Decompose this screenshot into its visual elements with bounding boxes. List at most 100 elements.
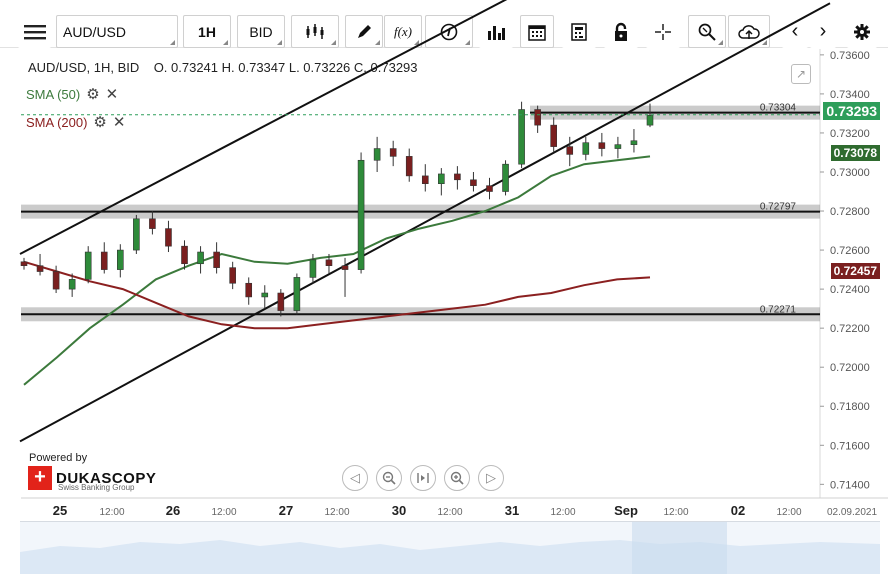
y-tick-label: 0.72600 (830, 245, 870, 257)
candle-body (100, 251, 108, 270)
crosshair-button[interactable] (646, 15, 680, 48)
candle-body (20, 261, 28, 266)
zoom-out-icon (382, 471, 396, 485)
y-tick-label: 0.73000 (830, 167, 870, 179)
settings-button[interactable] (847, 15, 877, 48)
upload-button[interactable] (728, 15, 770, 48)
x-tick-label: 02 (731, 503, 745, 518)
time-navigator[interactable] (20, 521, 880, 574)
timeframe-selector[interactable]: 1H (183, 15, 231, 48)
candle-body (470, 179, 477, 186)
price-side-label: BID (249, 23, 273, 40)
lock-button[interactable] (604, 15, 638, 48)
logo-tagline: Swiss Banking Group (58, 483, 135, 492)
price-side-selector[interactable]: BID (237, 15, 285, 48)
x-tick-label: 12:00 (324, 507, 349, 518)
scroll-left-button[interactable]: ◁ (342, 465, 368, 491)
detach-window-icon[interactable]: ↗ (791, 64, 811, 84)
candle-body (357, 159, 365, 270)
x-tick-label: 12:00 (663, 507, 688, 518)
toolbar: AUD/USD 1H BID f(x) ‹ › (0, 0, 888, 48)
trend-line (19, 2, 831, 443)
x-tick-label: 25 (53, 503, 67, 518)
candle-body (502, 163, 509, 192)
candle-body (117, 249, 124, 270)
x-tick-label: 30 (392, 503, 406, 518)
y-tick-label: 0.71400 (830, 479, 870, 491)
zoom-in-icon (450, 471, 464, 485)
volume-button[interactable] (479, 15, 513, 48)
triangle-left-icon: ◁ (350, 470, 360, 485)
x-tick-label: 12:00 (776, 507, 801, 518)
dukascopy-logo[interactable]: + DUKASCOPY (28, 466, 156, 490)
candle-body (197, 251, 204, 265)
level-label: 0.73304 (760, 103, 797, 114)
candle-body (438, 173, 445, 185)
level-label: 0.72271 (760, 304, 797, 315)
sma200-legend: SMA (200) ⚙ ✕ (26, 113, 125, 131)
candle-body (405, 156, 413, 177)
lock-icon (615, 22, 627, 41)
candle-body (84, 251, 92, 280)
x-tick-label: 12:00 (99, 507, 124, 518)
draw-button[interactable] (345, 15, 383, 48)
candle-body (454, 173, 461, 181)
y-tick-label: 0.72400 (830, 284, 870, 296)
sma50-remove-icon[interactable]: ✕ (105, 86, 119, 103)
candle-body (630, 140, 638, 145)
calendar-button[interactable] (520, 15, 554, 48)
y-tick-label: 0.73400 (830, 89, 870, 101)
sma50-settings-icon[interactable]: ⚙ (86, 86, 100, 103)
candle-body (165, 228, 172, 247)
candle-body (181, 245, 188, 265)
candle-body (52, 271, 60, 290)
y-tick-label: 0.71800 (830, 401, 870, 413)
sma50-label: SMA (50) (26, 86, 81, 102)
sma200-settings-icon[interactable]: ⚙ (93, 114, 107, 131)
candle-body (293, 277, 301, 311)
x-tick-label: 02.09.2021 (827, 507, 877, 518)
x-tick-label: 12:00 (437, 507, 462, 518)
fit-button[interactable] (410, 465, 436, 491)
zoom-out-button[interactable] (376, 465, 402, 491)
candle-body (534, 109, 541, 126)
candle-body (149, 218, 156, 229)
x-tick-label: 26 (166, 503, 180, 518)
x-tick-label: 27 (279, 503, 293, 518)
candle-body (309, 259, 317, 278)
candle-body (421, 175, 429, 185)
fit-icon (417, 473, 429, 483)
triangle-right-icon: ▷ (486, 470, 496, 485)
next-button[interactable]: › (810, 15, 836, 48)
ohlc-readout: AUD/USD, 1H, BID O. 0.73241 H. 0.73347 L… (28, 60, 418, 75)
candle-body (133, 218, 140, 251)
calculator-button[interactable] (562, 15, 596, 48)
candle-body (341, 265, 349, 270)
sma50-price-tag: 0.73078 (830, 145, 880, 161)
zoom-in-button[interactable] (444, 465, 470, 491)
candle-body (598, 142, 606, 149)
calendar-icon (528, 24, 546, 41)
indicators-button[interactable]: f(x) (384, 15, 422, 48)
sma200-line (23, 260, 651, 330)
symbol-selector[interactable]: AUD/USD (56, 15, 178, 48)
hamburger-menu-icon[interactable] (18, 15, 51, 48)
cloud-upload-icon (738, 24, 760, 39)
candle-body (389, 148, 397, 157)
symbol-label: AUD/USD (63, 23, 127, 40)
chart-type-button[interactable] (291, 15, 339, 48)
y-tick-label: 0.73200 (830, 128, 870, 140)
zoom-button[interactable] (688, 15, 726, 48)
scroll-right-button[interactable]: ▷ (478, 465, 504, 491)
prev-button[interactable]: ‹ (782, 15, 808, 48)
zoom-icon (698, 23, 716, 41)
chevron-left-icon: ‹ (791, 20, 799, 42)
candle-body (646, 115, 654, 126)
x-tick-label: 12:00 (550, 507, 575, 518)
candle-body (518, 109, 525, 165)
sma200-remove-icon[interactable]: ✕ (112, 114, 126, 131)
candlestick-icon (306, 23, 324, 39)
x-tick-label: 12:00 (211, 507, 236, 518)
x-tick-label: 31 (505, 503, 519, 518)
